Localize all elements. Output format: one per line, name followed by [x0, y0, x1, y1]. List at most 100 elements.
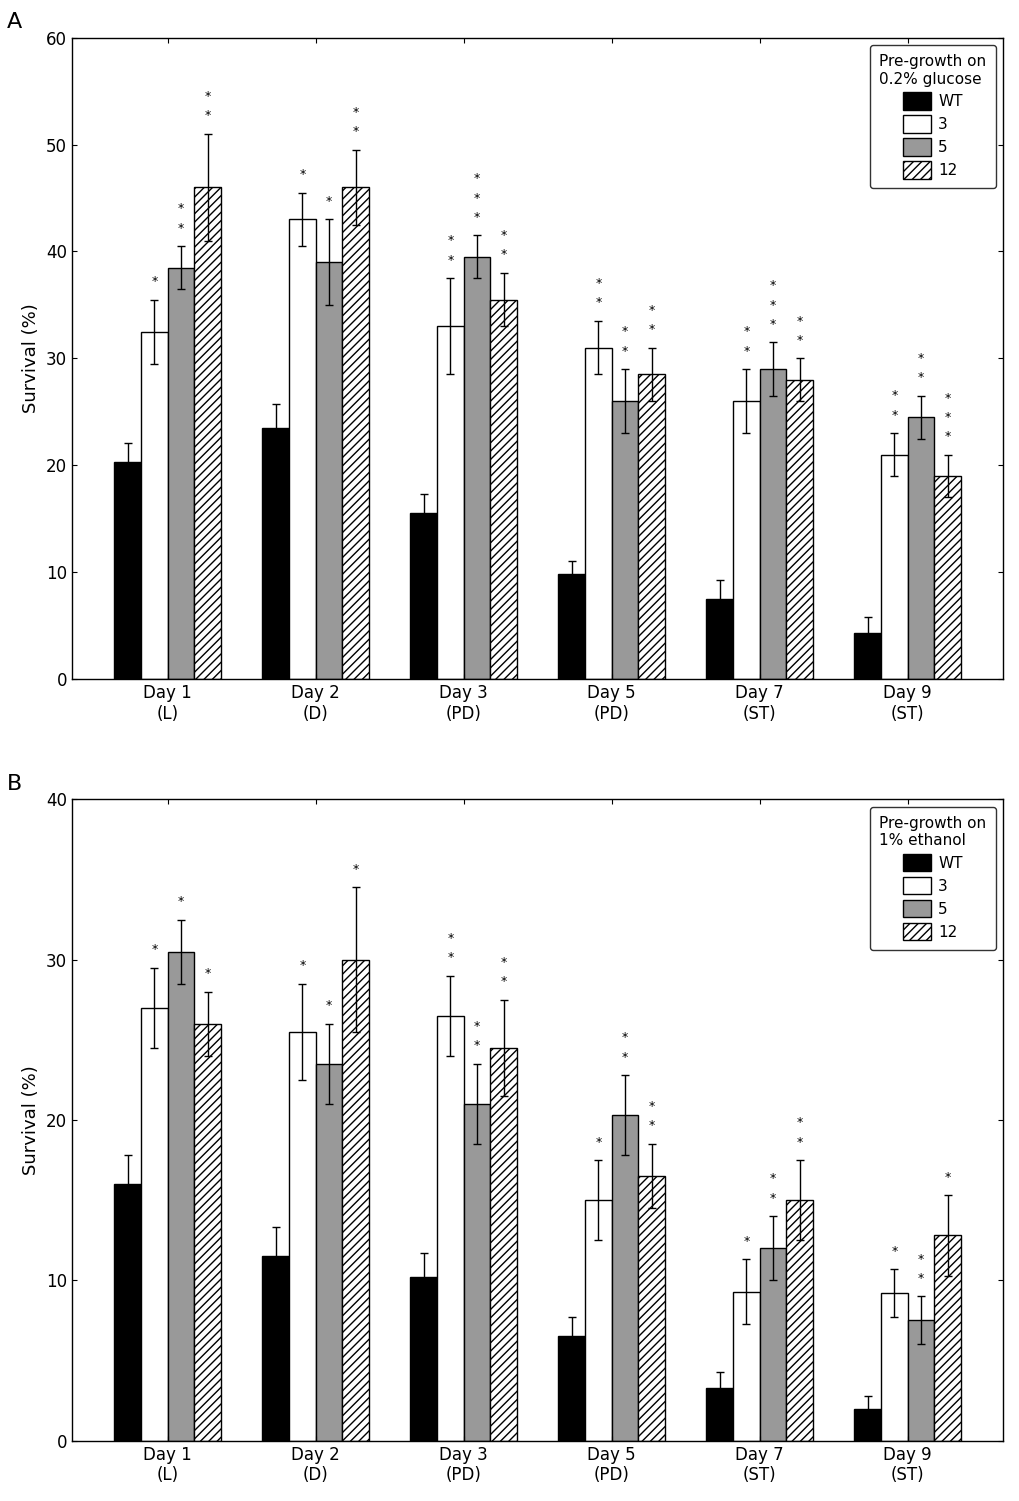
Text: *: * — [622, 1051, 628, 1064]
Bar — [410, 1277, 436, 1441]
Text: *: * — [353, 863, 359, 877]
Text: *: * — [446, 254, 453, 267]
Text: *: * — [177, 895, 183, 908]
Text: *: * — [353, 107, 359, 119]
Text: *: * — [204, 110, 211, 123]
Bar — [786, 1201, 812, 1441]
Bar — [315, 263, 342, 678]
Text: *: * — [648, 323, 654, 336]
Bar — [638, 1177, 664, 1441]
Bar — [490, 1048, 517, 1441]
Bar — [759, 369, 786, 678]
Text: *: * — [796, 315, 802, 327]
Text: *: * — [446, 932, 453, 946]
Text: A: A — [7, 12, 22, 32]
Text: *: * — [325, 195, 332, 207]
Text: *: * — [891, 1244, 897, 1258]
Bar — [167, 267, 194, 678]
Text: *: * — [595, 1136, 601, 1148]
Text: *: * — [891, 408, 897, 422]
Text: *: * — [151, 275, 157, 288]
Text: *: * — [743, 345, 749, 357]
Bar — [880, 1294, 907, 1441]
Bar — [288, 219, 315, 678]
Text: *: * — [177, 222, 183, 234]
Bar — [167, 952, 194, 1441]
Text: *: * — [500, 248, 506, 261]
Text: *: * — [474, 212, 480, 224]
Text: *: * — [648, 303, 654, 317]
Text: *: * — [622, 326, 628, 338]
Text: *: * — [944, 392, 950, 405]
Bar — [880, 455, 907, 678]
Bar — [638, 374, 664, 678]
Text: *: * — [299, 959, 305, 973]
Legend: WT, 3, 5, 12: WT, 3, 5, 12 — [869, 808, 995, 950]
Bar — [342, 188, 369, 678]
Bar — [410, 513, 436, 678]
Text: *: * — [796, 1136, 802, 1148]
Text: *: * — [622, 1031, 628, 1045]
Bar — [907, 1321, 933, 1441]
Text: *: * — [944, 411, 950, 423]
Bar — [141, 332, 167, 678]
Text: *: * — [500, 230, 506, 242]
Text: *: * — [917, 1252, 923, 1265]
Text: *: * — [500, 956, 506, 970]
Text: *: * — [648, 1120, 654, 1132]
Text: *: * — [769, 299, 775, 312]
Bar — [733, 1291, 759, 1441]
Text: *: * — [474, 192, 480, 204]
Bar — [342, 959, 369, 1441]
Bar — [262, 1256, 288, 1441]
Y-axis label: Survival (%): Survival (%) — [22, 1066, 41, 1175]
Text: *: * — [648, 1100, 654, 1114]
Text: *: * — [891, 389, 897, 402]
Text: *: * — [446, 234, 453, 248]
Bar — [114, 1184, 141, 1441]
Bar — [436, 326, 464, 678]
Text: *: * — [204, 90, 211, 104]
Text: *: * — [353, 126, 359, 138]
Text: *: * — [474, 1021, 480, 1033]
Bar — [114, 462, 141, 678]
Bar — [464, 257, 490, 678]
Text: *: * — [204, 967, 211, 980]
Bar — [907, 417, 933, 678]
Legend: WT, 3, 5, 12: WT, 3, 5, 12 — [869, 45, 995, 188]
Text: B: B — [7, 773, 22, 794]
Text: *: * — [769, 318, 775, 330]
Bar — [933, 476, 960, 678]
Bar — [611, 401, 638, 678]
Text: *: * — [151, 943, 157, 956]
Text: *: * — [299, 168, 305, 182]
Bar — [786, 380, 812, 678]
Bar — [733, 401, 759, 678]
Text: *: * — [500, 976, 506, 988]
Text: *: * — [595, 296, 601, 309]
Bar — [436, 1016, 464, 1441]
Bar — [141, 1007, 167, 1441]
Text: *: * — [769, 1172, 775, 1186]
Text: *: * — [446, 952, 453, 964]
Bar — [315, 1064, 342, 1441]
Bar — [262, 428, 288, 678]
Text: *: * — [769, 1192, 775, 1205]
Text: *: * — [944, 1171, 950, 1184]
Text: *: * — [474, 1039, 480, 1052]
Text: *: * — [917, 371, 923, 384]
Bar — [585, 348, 611, 678]
Bar — [706, 599, 733, 678]
Text: *: * — [595, 278, 601, 290]
Bar — [490, 300, 517, 678]
Bar — [759, 1249, 786, 1441]
Text: *: * — [743, 326, 749, 338]
Bar — [557, 575, 585, 678]
Text: *: * — [743, 1235, 749, 1247]
Bar — [706, 1388, 733, 1441]
Bar — [611, 1115, 638, 1441]
Bar — [854, 633, 880, 678]
Text: *: * — [917, 353, 923, 365]
Text: *: * — [622, 345, 628, 357]
Bar — [464, 1103, 490, 1441]
